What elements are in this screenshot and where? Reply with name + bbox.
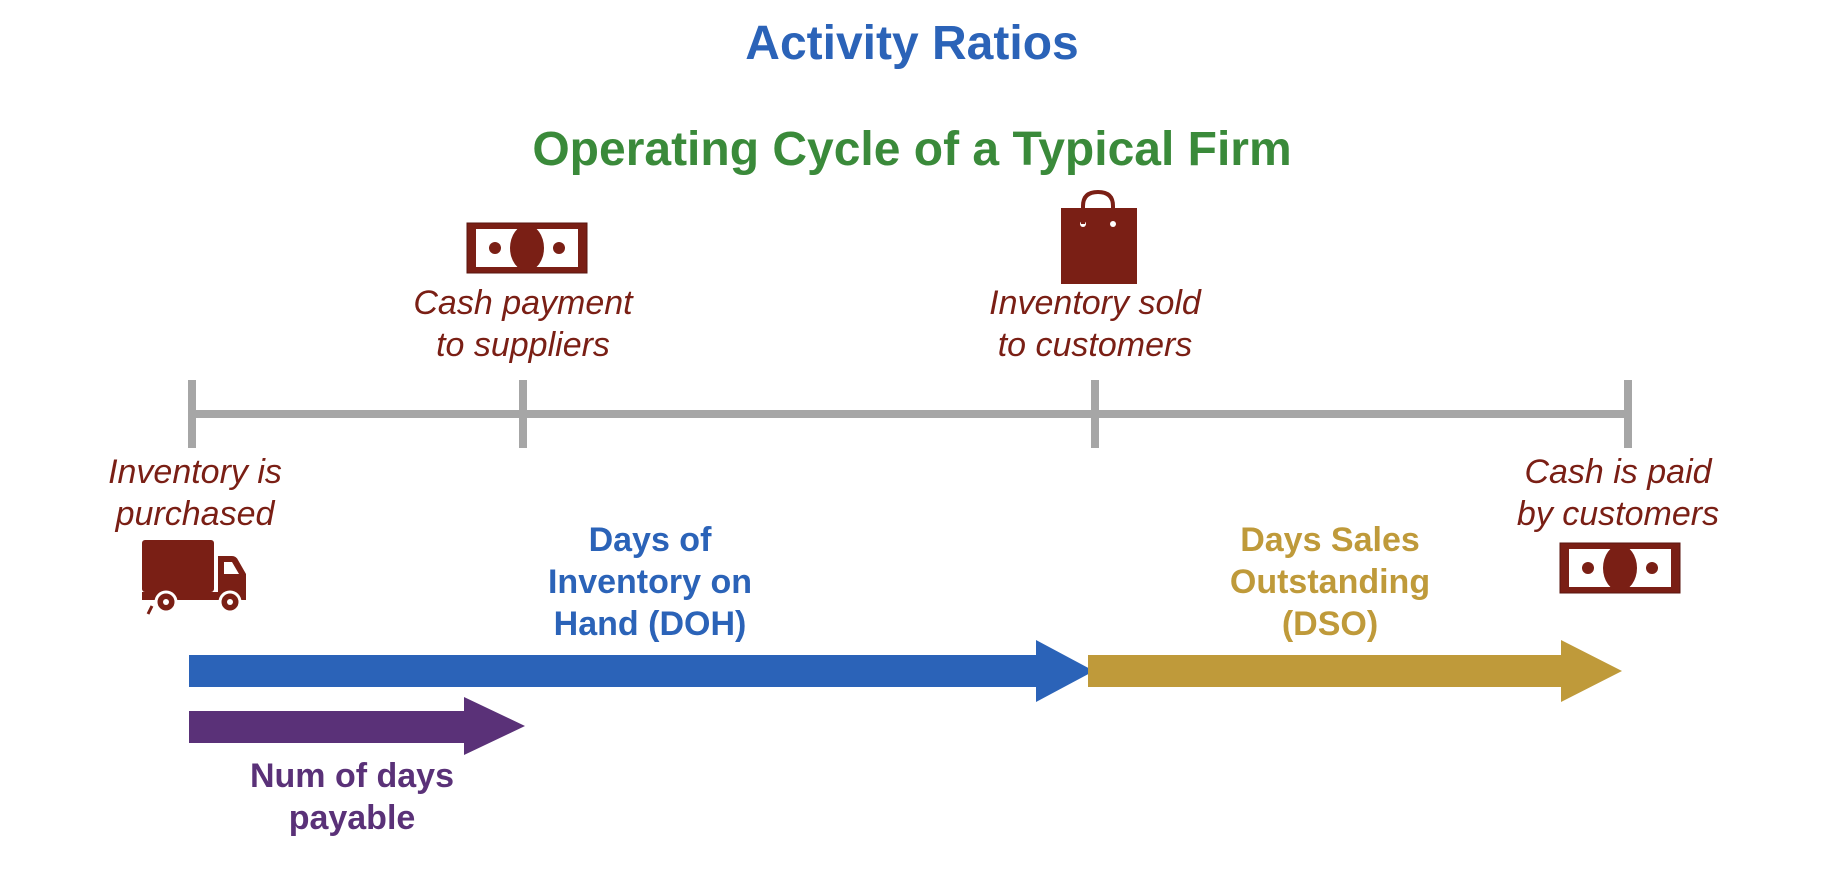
cash-icon	[466, 222, 588, 274]
event-label-purchase: Inventory is purchased	[70, 451, 320, 535]
doh-arrow	[189, 640, 1094, 702]
shopping-bag-icon	[1061, 189, 1137, 284]
event-label-line: to suppliers	[436, 326, 610, 364]
event-label-line: purchased	[115, 495, 275, 533]
diagram-subtitle: Operating Cycle of a Typical Firm	[532, 123, 1292, 176]
payable-arrow	[189, 697, 525, 755]
doh-label-line: Inventory on	[547, 563, 753, 601]
event-label-line: to customers	[997, 326, 1193, 364]
doh-label-line: Days of	[588, 521, 712, 559]
event-label-line: Inventory is	[108, 453, 282, 491]
page-title: Activity Ratios	[745, 17, 1079, 70]
dso-label-line: (DSO)	[1281, 605, 1379, 643]
truck-icon	[142, 540, 246, 615]
event-label-sold: Inventory sold to customers	[945, 282, 1245, 366]
doh-label-line: Hand (DOH)	[553, 605, 747, 643]
event-label-line: Cash payment	[413, 284, 633, 322]
dso-label: Days Sales Outstanding (DSO)	[1190, 519, 1470, 645]
timeline	[188, 380, 1632, 448]
dso-label-line: Days Sales	[1240, 521, 1420, 559]
payable-label-line: Num of days	[249, 757, 455, 795]
payable-label-line: payable	[288, 799, 416, 837]
event-label-line: Inventory sold	[989, 284, 1201, 322]
payable-label: Num of days payable	[222, 755, 482, 839]
event-label-line: Cash is paid	[1524, 453, 1712, 491]
doh-label: Days of Inventory on Hand (DOH)	[500, 519, 800, 645]
cash-icon	[1559, 542, 1681, 594]
event-label-payment: Cash payment to suppliers	[373, 282, 673, 366]
event-label-collection: Cash is paid by customers	[1478, 451, 1758, 535]
dso-arrow	[1088, 640, 1622, 702]
dso-label-line: Outstanding	[1229, 563, 1431, 601]
event-label-line: by customers	[1516, 495, 1720, 533]
